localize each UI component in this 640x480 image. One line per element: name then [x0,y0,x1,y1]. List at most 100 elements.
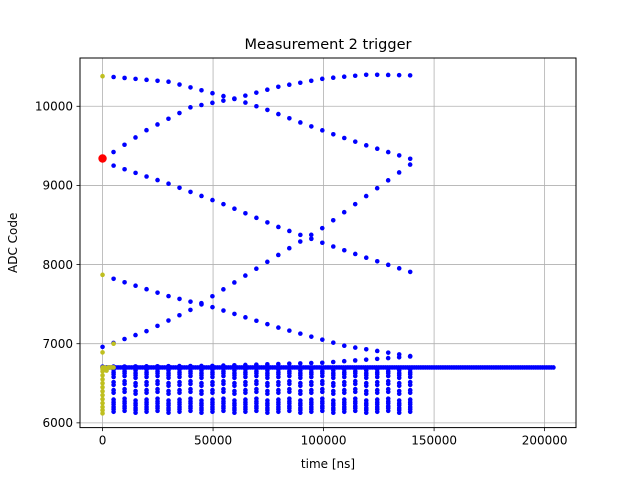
data-point [100,369,105,374]
data-point [177,379,182,385]
data-point [385,386,391,392]
data-point [221,287,226,292]
data-point [199,398,204,403]
data-point [133,380,138,386]
data-point [221,308,226,313]
data-point [363,143,369,148]
data-point [111,379,116,385]
data-point [144,174,149,179]
data-point [396,398,402,403]
data-point [309,387,314,393]
y-axis-ticks: 6000 7000 8000 9000 10000 [35,100,80,430]
data-point [232,96,237,101]
data-point [144,387,149,393]
data-points [98,72,556,416]
data-point [287,228,292,234]
data-point [276,397,281,402]
data-point [396,380,402,386]
x-axis-ticks: 0 50000 100000 150000 200000 [99,427,568,448]
data-point [319,225,325,231]
data-point [396,354,402,360]
data-point [177,312,182,318]
data-point [265,380,270,386]
data-point [210,100,215,106]
data-point [254,396,259,401]
data-point [210,293,215,299]
data-point [286,361,292,366]
data-point [363,255,369,261]
data-point [298,398,303,403]
data-point [331,244,336,249]
data-point [297,361,303,366]
data-point [265,398,270,403]
data-point [243,379,248,385]
data-point [352,73,358,79]
data-point [188,363,193,369]
data-point [188,105,193,110]
data-point [276,84,281,90]
data-point [265,321,270,327]
data-point [309,397,314,402]
data-point [188,299,193,304]
x-tick-label: 50000 [194,434,232,448]
data-point [385,72,391,78]
data-point [177,185,182,191]
data-point [308,78,314,84]
data-point [221,396,226,401]
data-point [331,380,336,386]
data-point [407,397,413,402]
data-point [396,388,402,394]
data-point [331,131,336,137]
data-point [341,135,347,141]
data-point [100,407,105,413]
data-point [210,304,215,310]
data-point [133,388,138,394]
data-point [133,398,138,403]
data-point [319,360,325,366]
data-point [199,363,204,369]
y-tick-label: 7000 [42,337,73,351]
data-point [287,396,292,401]
data-point [111,365,116,370]
data-point [232,280,237,285]
data-point [385,262,391,268]
data-point [276,387,281,393]
data-point [276,111,281,117]
data-point [188,307,193,313]
data-point [100,380,105,386]
data-point [352,378,358,384]
data-point [287,115,292,121]
data-point [407,73,413,78]
data-point [100,350,105,355]
data-point [385,396,391,401]
data-point [221,378,226,384]
data-point [177,363,182,369]
data-point [352,139,358,144]
data-point [276,252,281,258]
data-point [243,315,248,320]
data-point [320,240,325,246]
grid-lines [80,58,576,428]
y-axis-label: ADC Code [6,213,20,273]
data-point [166,388,171,394]
data-point [298,120,303,125]
data-point [265,259,270,265]
data-point [254,266,259,272]
data-point [221,201,226,207]
data-point [308,232,314,238]
data-point [265,388,270,394]
data-point [177,387,182,393]
data-point [374,387,380,393]
y-tick-label: 6000 [42,416,73,430]
data-point [265,362,270,367]
data-point [111,276,116,282]
data-point [210,197,215,203]
data-point [243,387,248,393]
data-point [352,201,358,207]
y-tick-label: 9000 [42,179,73,193]
data-point [374,348,380,354]
data-point [309,334,314,339]
data-point [100,377,105,382]
data-point [341,209,347,215]
data-point [287,378,292,384]
